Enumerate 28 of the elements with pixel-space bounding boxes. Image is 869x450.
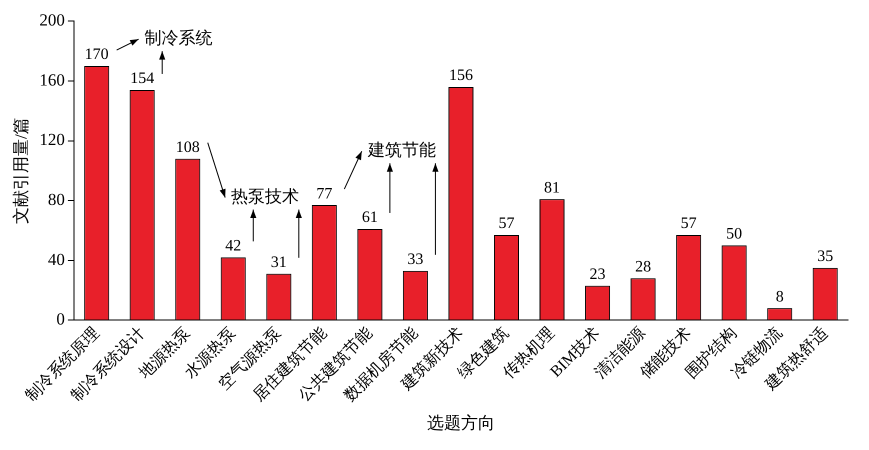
annotation: 热泵技术 — [231, 187, 300, 206]
data-label: 57 — [498, 215, 514, 232]
data-label: 35 — [817, 248, 834, 266]
data-label: 23 — [590, 266, 606, 283]
data-label: 154 — [130, 70, 154, 88]
data-label: 156 — [448, 67, 473, 84]
data-label: 28 — [635, 258, 652, 276]
data-label: 42 — [225, 238, 242, 255]
data-label: 33 — [407, 251, 424, 268]
y-tick-label: 200 — [39, 10, 65, 30]
data-label: 31 — [270, 254, 287, 272]
y-axis-title: 文献引用量/篇 — [12, 117, 31, 224]
y-tick-label: 40 — [48, 250, 65, 269]
data-label: 57 — [680, 215, 697, 232]
y-tick-label: 0 — [56, 310, 65, 329]
data-label: 108 — [176, 138, 200, 156]
y-tick-label: 120 — [39, 130, 65, 150]
data-label: 170 — [84, 46, 109, 64]
data-label: 77 — [316, 185, 332, 202]
data-label: 61 — [362, 209, 378, 226]
y-tick-label: 160 — [39, 70, 65, 90]
y-tick-label: 80 — [48, 190, 65, 210]
x-axis-title: 选题方向 — [426, 413, 495, 432]
annotation: 建筑节能 — [366, 140, 436, 160]
data-label: 81 — [544, 179, 560, 196]
data-label: 50 — [726, 226, 742, 243]
data-label: 8 — [776, 288, 784, 306]
annotation: 制冷系统 — [144, 28, 213, 48]
